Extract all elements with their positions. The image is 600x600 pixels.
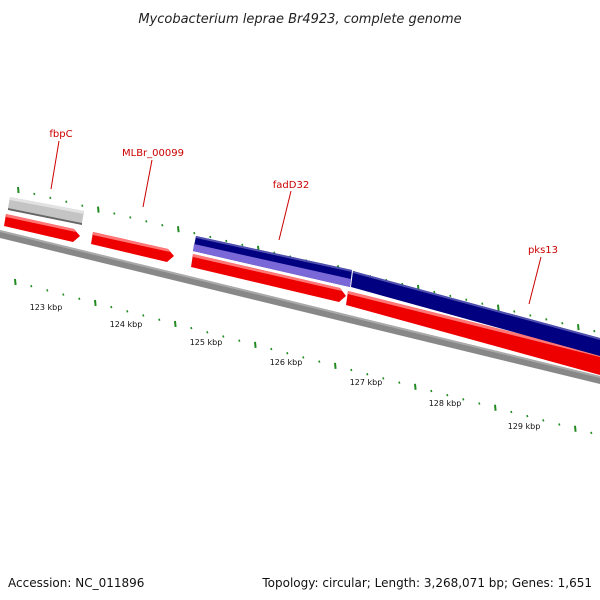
scale-tick <box>14 278 17 286</box>
scale-label: 129 kbp <box>508 422 541 431</box>
genome-backbone <box>0 230 600 384</box>
scale-tick <box>206 331 209 334</box>
gene-label-text: fadD32 <box>273 180 309 191</box>
scale-labels: 123 kbp 124 kbp 125 kbp 126 kbp 127 kbp … <box>30 303 541 431</box>
gene-label-text: fbpC <box>49 129 72 140</box>
upper-tick <box>65 200 68 203</box>
scale-tick <box>190 326 193 330</box>
upper-tick <box>561 322 564 325</box>
scale-tick <box>30 284 33 288</box>
scale-tick <box>254 341 257 348</box>
scale-tick <box>158 318 161 321</box>
scale-tick <box>318 360 321 363</box>
gene-red-1[interactable] <box>4 214 80 242</box>
scale-label: 126 kbp <box>270 358 303 367</box>
upper-tick <box>113 212 116 215</box>
scale-tick <box>446 393 449 397</box>
gene-pks13-blue[interactable] <box>351 271 600 356</box>
scale-tick <box>462 398 465 401</box>
scale-tick <box>270 347 273 351</box>
scale-tick <box>62 293 65 296</box>
upper-tick <box>129 216 132 219</box>
gene-label-pks13: pks13 <box>528 245 558 305</box>
upper-tick <box>577 324 580 331</box>
upper-tick <box>593 329 596 333</box>
upper-tick <box>209 235 212 239</box>
scale-tick <box>590 431 593 435</box>
scale-tick <box>94 299 97 307</box>
upper-tick <box>465 298 468 301</box>
upper-tick <box>529 314 532 317</box>
scale-tick <box>510 410 513 414</box>
upper-tick <box>433 290 436 294</box>
upper-tick <box>97 206 100 213</box>
upper-tick <box>33 192 36 196</box>
scale-tick <box>142 314 145 317</box>
gene-label-MLBr_00099: MLBr_00099 <box>122 148 184 208</box>
scale-tick <box>286 352 289 355</box>
scale-label: 124 kbp <box>110 320 143 329</box>
gene-fadD32-blue[interactable] <box>193 236 352 287</box>
scale-tick <box>574 425 577 432</box>
upper-tick <box>225 239 228 243</box>
scale-tick <box>382 377 385 380</box>
scale-tick <box>478 402 481 405</box>
scale-tick <box>334 362 337 369</box>
scale-label: 125 kbp <box>190 338 223 347</box>
scale-label: 128 kbp <box>429 399 462 408</box>
upper-tick <box>49 196 52 200</box>
upper-tick <box>241 243 244 247</box>
scale-tick <box>398 381 401 384</box>
gene-label-fbpC: fbpC <box>49 129 73 190</box>
topology-text: Topology: circular; Length: 3,268,071 bp… <box>261 576 592 590</box>
upper-tick <box>193 231 196 235</box>
scale-tick <box>78 297 81 300</box>
gene-label-text: MLBr_00099 <box>122 148 184 159</box>
scale-tick <box>302 356 305 359</box>
upper-tick <box>449 294 452 298</box>
scale-tick <box>350 368 353 372</box>
gene-label-text: pks13 <box>528 245 558 256</box>
upper-tick <box>177 226 180 233</box>
accession-text: Accession: NC_011896 <box>8 576 144 590</box>
scale-tick <box>558 423 561 426</box>
scale-tick <box>222 335 225 338</box>
gene-pks13-red[interactable] <box>346 291 600 375</box>
gene-label-fadD32: fadD32 <box>273 180 309 241</box>
gene-MLBr_00099[interactable] <box>91 232 174 262</box>
scale-label: 127 kbp <box>350 378 383 387</box>
scale-tick <box>414 383 417 390</box>
scale-tick <box>46 289 49 292</box>
upper-tick <box>161 224 164 227</box>
map-title: Mycobacterium leprae Br4923, complete ge… <box>138 12 461 27</box>
upper-tick <box>145 220 148 223</box>
scale-tick <box>174 320 177 328</box>
gene-fadD32-red[interactable] <box>191 254 346 302</box>
scale-tick <box>526 414 529 418</box>
scale-tick <box>126 310 129 313</box>
scale-label: 123 kbp <box>30 303 63 312</box>
scale-tick <box>542 419 545 422</box>
scale-tick <box>430 389 433 393</box>
upper-tick <box>481 302 484 305</box>
scale-tick <box>366 372 369 376</box>
upper-tick <box>545 318 548 321</box>
upper-tick <box>497 304 500 311</box>
scale-tick <box>110 305 113 309</box>
upper-tick <box>17 186 20 194</box>
gene-fbpC[interactable] <box>8 197 84 225</box>
upper-tick <box>81 204 84 207</box>
scale-tick <box>238 339 241 342</box>
upper-tick <box>513 310 516 313</box>
scale-tick <box>494 404 497 411</box>
scale-tick-track <box>14 278 593 435</box>
